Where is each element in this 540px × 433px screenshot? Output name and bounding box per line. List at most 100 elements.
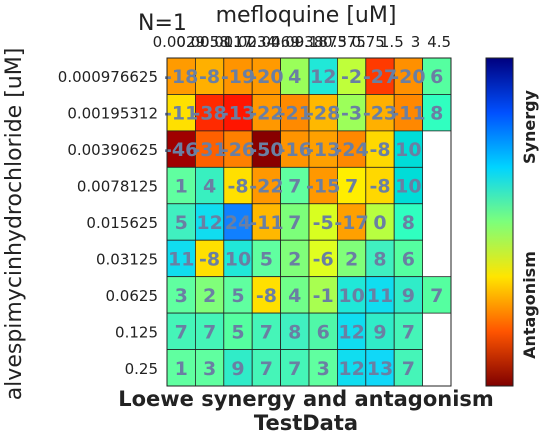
cell-value-label: 7 [260, 321, 273, 343]
x-tick-label: 0.0029 [153, 33, 206, 51]
heatmap-cell [194, 349, 225, 387]
cell-value-label: 7 [288, 358, 301, 380]
heatmap-cell [223, 239, 253, 278]
cell-value-label: -11 [249, 212, 283, 234]
cell-value-label: 11 [168, 248, 194, 270]
cell-value-label: 7 [430, 285, 443, 307]
cell-value-label: -38 [192, 103, 226, 125]
x-tick-label: 0.1875 [295, 33, 348, 51]
cell-value-label: 5 [231, 285, 244, 307]
cell-value-label: 9 [402, 285, 415, 307]
cell-value-label: -19 [221, 66, 255, 88]
cell-value-label: 24 [225, 212, 251, 234]
chart-title: Loewe synergy and antagonism [118, 387, 494, 411]
cell-value-label: 6 [402, 248, 415, 270]
cell-value-label: -21 [278, 103, 312, 125]
cell-value-label: 7 [260, 358, 273, 380]
heatmap-cell [194, 130, 225, 168]
cell-value-label: 6 [430, 66, 443, 88]
heatmap-cell [280, 94, 310, 132]
cell-value-label: -31 [192, 139, 226, 161]
cell-value-label: 1 [175, 358, 188, 380]
x-tick-label: 4.5 [427, 33, 451, 51]
cell-value-label: -5 [313, 212, 334, 234]
heatmap-cell [365, 349, 395, 387]
heatmap-cell [251, 203, 281, 241]
heatmap-cell [280, 349, 310, 387]
heatmap-cell [251, 349, 281, 387]
cell-value-label: 9 [231, 358, 244, 380]
cell-value-label: 6 [317, 321, 330, 343]
cell-value-label: 12 [310, 66, 336, 88]
cell-value-label: 9 [373, 321, 386, 343]
heatmap-cell [194, 94, 225, 132]
x-tick-labels: 0.00290.00580.01170.02340.04690.09380.18… [153, 33, 452, 51]
cell-value-label: -8 [369, 176, 390, 198]
heatmap-cell [166, 276, 196, 314]
cell-value-label: -11 [164, 103, 198, 125]
cell-value-label: -8 [199, 248, 220, 270]
cell-value-label: -28 [306, 103, 340, 125]
cell-value-label: 10 [225, 248, 251, 270]
cell-value-label: 7 [402, 321, 415, 343]
cell-value-label: -15 [306, 176, 340, 198]
cell-value-label: 2 [203, 285, 216, 307]
heatmap-cell [393, 166, 424, 205]
y-tick-label: 0.015625 [86, 214, 158, 232]
heatmap-cell [336, 312, 367, 350]
annotation-label: N=1 [138, 11, 187, 36]
cell-value-label: 7 [175, 321, 188, 343]
x-tick-label: 0.375 [323, 33, 366, 51]
y-tick-label: 0.03125 [96, 250, 158, 268]
heatmap-cell [365, 312, 395, 350]
cell-value-label: -20 [391, 66, 425, 88]
cell-value-label: -8 [199, 66, 220, 88]
heatmap-cell [308, 94, 338, 132]
cell-value-label: 7 [288, 176, 301, 198]
cell-value-label: 12 [338, 358, 364, 380]
cell-value-label: -8 [227, 176, 248, 198]
cell-value-label: 12 [196, 212, 222, 234]
cell-value-label: 8 [373, 248, 386, 270]
cell-value-label: 5 [260, 248, 273, 270]
heatmap-cell [393, 203, 424, 241]
cell-value-label: -17 [334, 212, 368, 234]
cell-value-label: -20 [249, 66, 283, 88]
cell-value-label: -46 [164, 139, 198, 161]
y-tick-label: 0.0078125 [77, 178, 158, 196]
heatmap-cell [308, 203, 338, 241]
heatmap-cells: -18 -8 -19-20 4 12 -2 -27-20 6-11-38-13-22-21-2… [164, 57, 452, 387]
cell-value-label: -22 [249, 176, 283, 198]
heatmap-cell [336, 276, 367, 314]
cell-value-label: -27 [363, 66, 397, 88]
cell-value-label: -13 [306, 139, 340, 161]
heatmap-cell [280, 239, 310, 278]
cell-value-label: 2 [345, 248, 358, 270]
cell-value-label: 3 [175, 285, 188, 307]
heatmap-cell [194, 203, 225, 241]
heatmap-cell [251, 276, 281, 314]
heatmap-frame [166, 57, 452, 387]
heatmap-cell [251, 239, 281, 278]
cell-value-label: 7 [345, 176, 358, 198]
cell-value-label: 8 [288, 321, 301, 343]
cell-value-label: 8 [402, 212, 415, 234]
heatmap-cell [223, 94, 253, 132]
y-tick-label: 0.25 [125, 360, 158, 378]
heatmap-cell [251, 94, 281, 132]
heatmap-cell [308, 312, 338, 350]
cell-value-label: 5 [231, 321, 244, 343]
cell-value-label: 3 [203, 358, 216, 380]
cell-value-label: 4 [288, 66, 301, 88]
heatmap-cell [365, 94, 395, 132]
heatmap-cell [336, 166, 367, 205]
cell-value-label: 0 [373, 212, 386, 234]
cell-value-label: -18 [164, 66, 198, 88]
cell-value-label: 10 [338, 285, 364, 307]
heatmap-cell [251, 312, 281, 350]
heatmap-cell [393, 94, 424, 132]
heatmap-cell [251, 130, 281, 168]
cell-value-label: -6 [313, 248, 334, 270]
x-tick-label: 0.0234 [224, 33, 277, 51]
